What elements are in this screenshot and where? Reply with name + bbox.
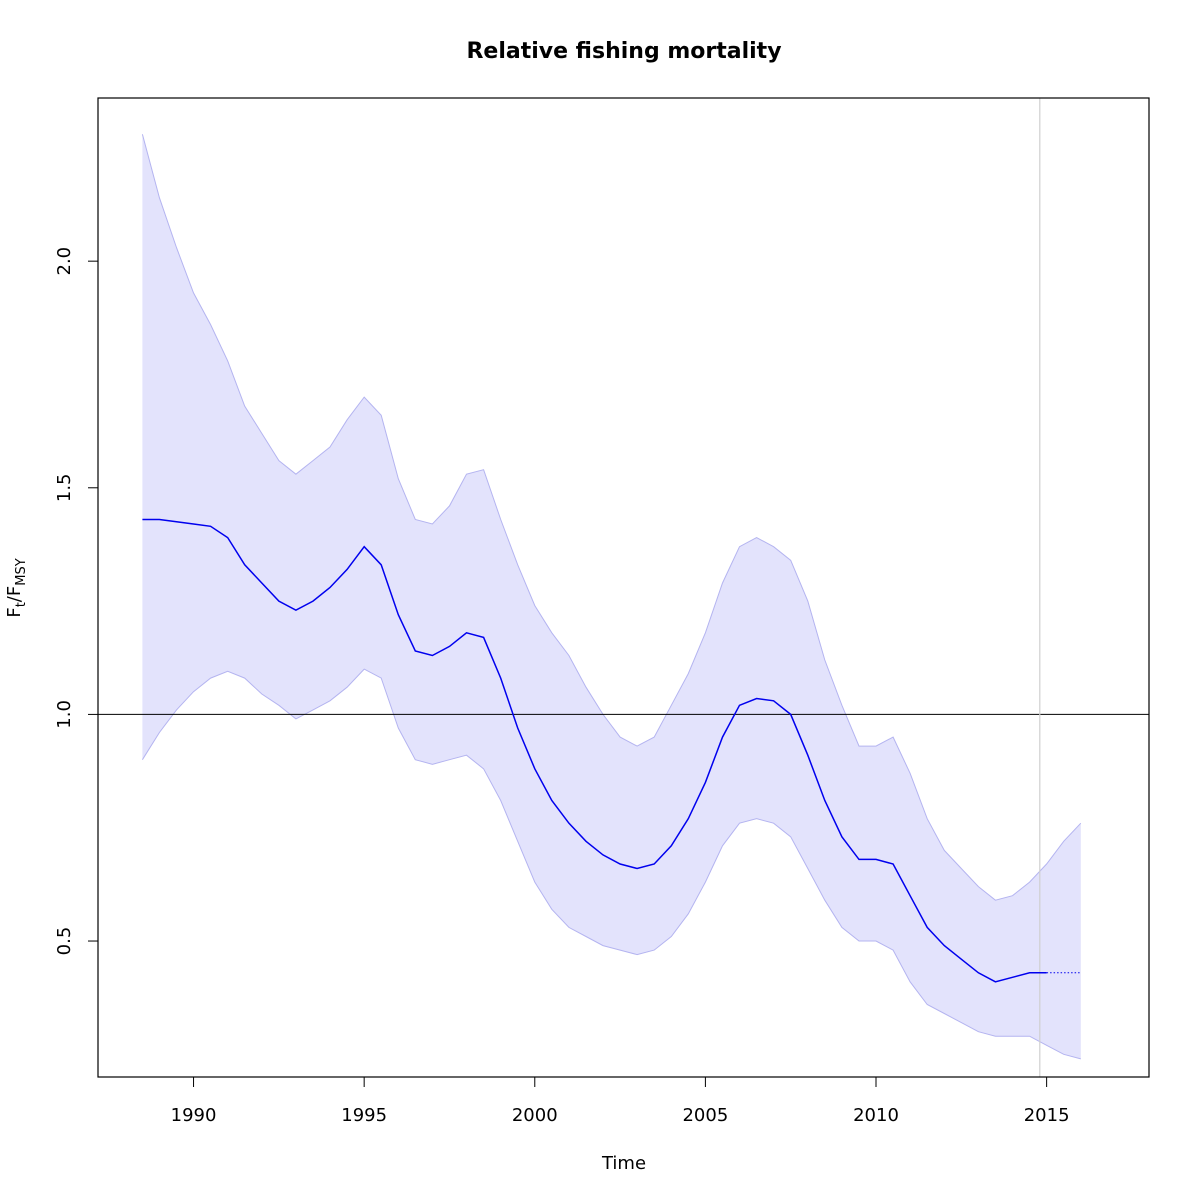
x-tick-label: 1995: [341, 1105, 387, 1126]
y-tick-label: 1.0: [54, 700, 75, 729]
x-tick-label: 2000: [512, 1105, 558, 1126]
x-axis-title: Time: [601, 1153, 646, 1174]
confidence-band: [142, 134, 1081, 1059]
x-axis: 1990 1995 2000 2005 2010 2015: [171, 1076, 1070, 1126]
y-axis-title: Ft/FMSY: [4, 558, 29, 617]
upper-bound-line: [141, 134, 1082, 901]
x-tick-label: 1990: [171, 1105, 217, 1126]
x-tick-label: 2010: [853, 1105, 899, 1126]
y-axis: 0.5 1.0 1.5 2.0: [54, 247, 99, 956]
y-tick-label: 0.5: [54, 927, 75, 956]
y-tick-label: 1.5: [54, 473, 75, 502]
chart-title: Relative fishing mortality: [466, 39, 781, 64]
y-tick-label: 2.0: [54, 247, 75, 276]
plot-area: [98, 98, 1149, 1077]
x-tick-label: 2005: [682, 1105, 728, 1126]
lower-bound-line: [141, 668, 1081, 1060]
x-tick-label: 2015: [1024, 1105, 1070, 1126]
estimate-series-line: [142, 518, 1047, 983]
